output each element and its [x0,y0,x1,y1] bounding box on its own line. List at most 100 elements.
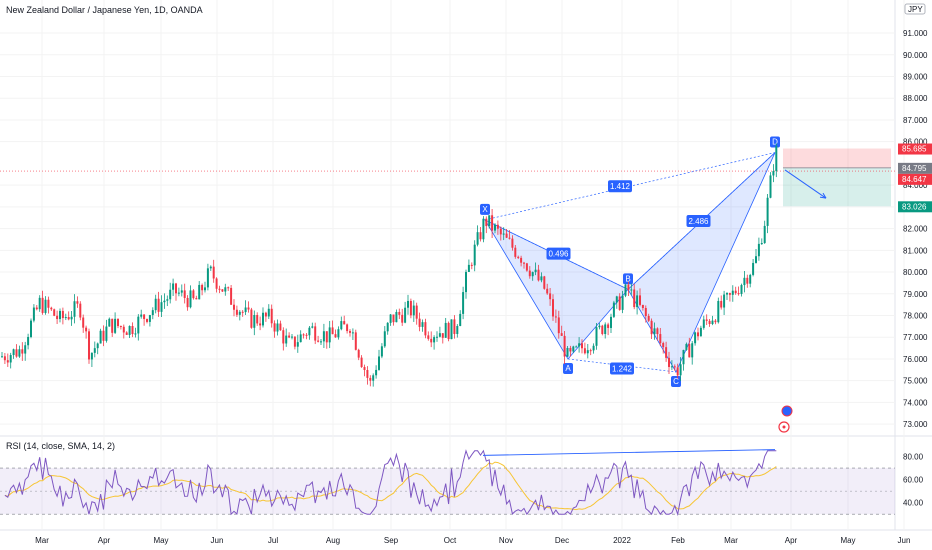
candle-body [140,314,143,317]
candle-body [491,215,494,231]
pattern-point-C [671,375,681,387]
candle-body [282,330,285,344]
candle-body [494,224,496,231]
candle-body [1,356,3,358]
candle-body [465,271,467,293]
candle-body [586,350,589,354]
candle-body [320,341,322,343]
candle-body [169,289,172,300]
candle-body [143,314,146,320]
candle-body [102,330,105,341]
ratio-badge [608,180,632,193]
candle-body [473,244,476,266]
candle-body [731,290,734,295]
pattern-point-label: B [625,274,630,283]
candle-body [766,197,769,226]
candle-body [673,366,676,368]
y-tick-label: 82.000 [903,225,928,234]
candle-body [131,326,134,335]
currency-badge [904,3,926,15]
candle-body [24,345,27,354]
candle-body [763,225,766,244]
candle-body [627,284,630,290]
candle-body [201,284,204,291]
candle-body [685,343,688,350]
candle-body [752,262,755,275]
candle-body [322,331,325,342]
candle-body [525,263,528,271]
candle-body [470,264,473,266]
candle-body [665,347,668,358]
alert-icons [778,405,793,433]
rsi-pane [0,449,895,517]
candle-body [3,356,6,361]
candle-body [583,348,586,354]
candle-body [247,307,250,310]
candle-body [734,290,737,294]
candle-body [325,331,328,343]
candle-body [499,228,502,235]
candle-body [148,315,151,322]
x-tick-label: Aug [326,536,340,545]
candle-body [639,295,641,305]
candle-body [412,305,415,316]
candle-body [456,325,459,334]
candle-body [108,318,111,327]
candle-body [64,317,67,319]
y-tick-label: 77.000 [903,333,928,342]
candle-body [702,319,705,328]
ratio-badge [610,362,634,375]
candle-body [172,283,175,290]
candle-body [375,369,378,376]
candle-body [67,317,70,320]
candle-body [233,304,235,310]
candle-body [569,347,572,352]
candle-body [204,287,206,291]
candle-body [186,297,189,308]
candle-body [670,366,673,368]
projection-arrow [784,169,827,199]
candle-body [409,300,412,316]
candle-body [540,276,543,281]
candle-body [714,320,717,323]
candle-body [705,319,708,321]
candle-body [444,322,447,338]
candle-body [270,308,273,324]
candle-body [592,345,595,351]
candle-body [650,320,653,335]
candle-body [401,314,404,323]
candle-body [160,302,163,312]
pattern-point-label: X [482,205,488,214]
candle-body [328,327,331,343]
candle-body [79,303,82,318]
candle-body [276,323,279,332]
candle-body [757,243,760,257]
candle-body [73,301,76,317]
candle-body [209,266,212,269]
x-tick-label: Jul [268,536,278,545]
candle-body [238,311,241,315]
candle-body [122,326,125,333]
candle-body [337,329,340,338]
candle-body [111,318,114,333]
candle-body [386,322,389,332]
candle-body [508,237,511,239]
candle-body [421,322,424,327]
candle-body [430,338,433,343]
candle-body [305,334,308,336]
candle-body [755,256,757,263]
x-tick-label: Oct [444,536,457,545]
candle-body [433,337,436,343]
candle-body [624,284,627,296]
candle-body [6,360,9,363]
x-tick-label: Sep [384,536,399,545]
candle-body [691,343,694,358]
candle-body [694,332,697,344]
short-position-tool[interactable] [0,148,895,207]
candle-body [404,307,407,323]
candle-body [760,243,763,245]
price-badge [898,201,932,213]
candle-body [230,287,233,305]
candle-body [256,314,259,324]
